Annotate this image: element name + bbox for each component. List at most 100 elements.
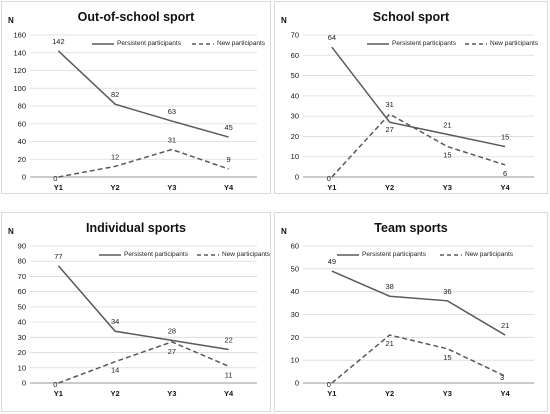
data-label: 15 [443, 353, 451, 362]
legend-dashed-line-icon [192, 42, 214, 45]
legend-solid-line-icon [92, 42, 114, 45]
y-tick-label: 20 [291, 132, 299, 141]
y-tick-label: 30 [291, 112, 299, 121]
y-tick-label: 10 [291, 152, 299, 161]
y-tick-label: 20 [291, 333, 299, 342]
data-label: 31 [168, 135, 176, 144]
series-line-persistent [331, 270, 506, 336]
legend-label-persistent: Persistent participants [117, 40, 181, 47]
chart-title: Out-of-school sport [77, 10, 195, 24]
legend-solid-line-icon [367, 42, 389, 45]
y-tick-label: 50 [18, 302, 26, 311]
y-tick-label: 40 [18, 137, 26, 146]
series-line-new [331, 334, 506, 384]
data-label: 34 [111, 317, 119, 326]
data-label: 21 [385, 339, 393, 348]
y-tick-label: 10 [18, 363, 26, 372]
series-line-persistent [57, 265, 229, 351]
data-label: 63 [168, 107, 176, 116]
y-tick-label: 40 [291, 91, 299, 100]
data-label: 28 [168, 326, 176, 335]
data-label: 45 [224, 123, 232, 132]
legend-label-persistent: Persistent participants [362, 251, 426, 258]
series-line-new [58, 341, 229, 384]
data-label: 38 [385, 282, 393, 291]
line-chart-plot: 0 10 20 30 40 50 60 Y1 Y2 Y3 Y4 49 38 36 21 0 21 15 3 [291, 242, 534, 398]
y-tick-label: 0 [295, 173, 299, 182]
x-tick-label: Y3 [167, 389, 176, 398]
line-chart-plot: 0 20 40 60 80 100 120 140 160 Y1 Y2 Y3 Y4 142 82 63 45 0 1… [13, 31, 257, 192]
data-label: 11 [225, 370, 233, 379]
y-tick-label: 20 [18, 348, 26, 357]
series-line-new [58, 148, 229, 178]
chart-title: Team sports [374, 221, 448, 235]
y-tick-label: 50 [291, 71, 299, 80]
y-tick-label: 60 [18, 287, 26, 296]
data-label: 27 [168, 347, 176, 356]
line-chart-plot: 0 10 20 30 40 50 60 70 80 90 Y1 Y2 Y3 Y4 77 34 28 22 0 14 27… [18, 242, 257, 398]
x-tick-label: Y4 [224, 389, 234, 398]
x-tick-label: Y1 [327, 183, 336, 192]
y-tick-label: 40 [291, 287, 299, 296]
legend-dashed-line-icon [197, 253, 219, 256]
y-tick-label: 120 [13, 66, 26, 75]
legend-dashed-line-icon [465, 42, 487, 45]
y-tick-label: 0 [22, 173, 26, 182]
data-label: 0 [327, 380, 331, 389]
y-tick-label: 80 [18, 102, 26, 111]
x-tick-label: Y4 [501, 183, 511, 192]
chart-title: Individual sports [85, 221, 186, 235]
legend-solid-line-icon [337, 253, 359, 256]
y-tick-label: 50 [291, 264, 299, 273]
y-tick-label: 10 [291, 356, 299, 365]
y-tick-label: 140 [13, 48, 26, 57]
x-tick-label: Y1 [327, 389, 336, 398]
data-label: 9 [227, 155, 231, 164]
data-label: 21 [443, 120, 451, 129]
data-label: 0 [53, 174, 57, 183]
y-tick-label: 100 [13, 84, 26, 93]
y-tick-label: 40 [18, 318, 26, 327]
y-tick-label: 20 [18, 155, 26, 164]
y-axis-label: N [8, 227, 14, 236]
data-label: 82 [111, 90, 119, 99]
y-tick-label: 0 [22, 379, 26, 388]
chart-panel-individual-sports: Individual sports N Persistent participa… [1, 212, 271, 412]
data-label: 22 [224, 336, 232, 345]
legend-dashed-line-icon [440, 253, 462, 256]
legend-label-persistent: Persistent participants [392, 40, 456, 47]
data-label: 64 [328, 33, 336, 42]
y-tick-label: 30 [291, 310, 299, 319]
x-tick-label: Y3 [443, 389, 452, 398]
legend-item-new: New participants [465, 40, 538, 47]
data-label: 142 [52, 37, 65, 46]
legend-item-new: New participants [192, 40, 265, 47]
data-label: 27 [385, 125, 393, 134]
x-tick-label: Y2 [385, 389, 394, 398]
x-tick-label: Y2 [111, 389, 120, 398]
legend-label-new: New participants [217, 40, 266, 47]
y-tick-label: 60 [291, 51, 299, 60]
y-tick-label: 80 [18, 257, 26, 266]
data-label: 6 [503, 169, 507, 178]
legend-label-persistent: Persistent participants [124, 251, 188, 258]
data-label: 0 [327, 174, 331, 183]
y-tick-label: 70 [18, 272, 26, 281]
data-label: 21 [501, 321, 509, 330]
y-tick-label: 70 [291, 31, 299, 40]
legend-item-persistent: Persistent participants [337, 251, 426, 258]
line-chart-plot: 0 10 20 30 40 50 60 70 Y1 Y2 Y3 Y4 64 27 21 15 0 31 15 6 [291, 31, 534, 192]
chart-title: School sport [372, 10, 450, 24]
series-line-new [331, 113, 506, 178]
x-tick-label: Y2 [111, 183, 120, 192]
y-axis-label: N [8, 16, 14, 25]
y-tick-label: 60 [291, 242, 299, 251]
y-tick-label: 0 [295, 379, 299, 388]
legend-item-persistent: Persistent participants [92, 40, 181, 47]
data-label: 49 [328, 257, 336, 266]
data-label: 12 [111, 152, 119, 161]
legend-label-new: New participants [465, 251, 514, 258]
chart-panel-team-sports: Team sports N Persistent participants Ne… [274, 212, 548, 412]
data-label: 15 [501, 133, 509, 142]
y-tick-label: 60 [18, 119, 26, 128]
